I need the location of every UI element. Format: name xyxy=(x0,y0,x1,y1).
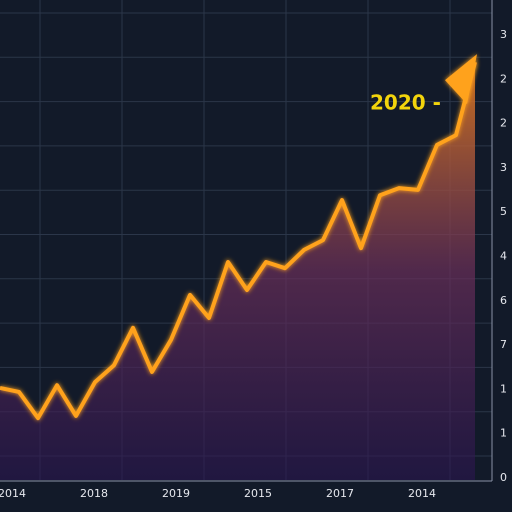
x-tick-label: 2017 xyxy=(326,487,354,500)
area xyxy=(0,62,475,480)
y-tick-label: 5 xyxy=(500,205,507,218)
x-tick-label: 2014 xyxy=(408,487,436,500)
y-tick-label: 4 xyxy=(500,250,507,263)
y-tick-label: 6 xyxy=(500,294,507,307)
y-tick-label: 3 xyxy=(500,161,507,174)
y-tick-label: 1 xyxy=(500,382,507,395)
y-tick-label: 2 xyxy=(500,117,507,130)
y-tick-label: 1 xyxy=(500,427,507,440)
annotation: 2020 - xyxy=(370,91,441,115)
y-tick-label: 0 xyxy=(500,471,507,484)
y-tick-label: 7 xyxy=(500,338,507,351)
x-tick-label: 2018 xyxy=(80,487,108,500)
y-tick-label: 2 xyxy=(500,72,507,85)
x-tick-label: 2014 xyxy=(0,487,26,500)
line xyxy=(0,61,477,421)
y-tick-label: 3 xyxy=(500,28,507,41)
x-tick-label: 2019 xyxy=(162,487,190,500)
arrow-head xyxy=(445,54,477,105)
x-tick-label: 2015 xyxy=(244,487,272,500)
